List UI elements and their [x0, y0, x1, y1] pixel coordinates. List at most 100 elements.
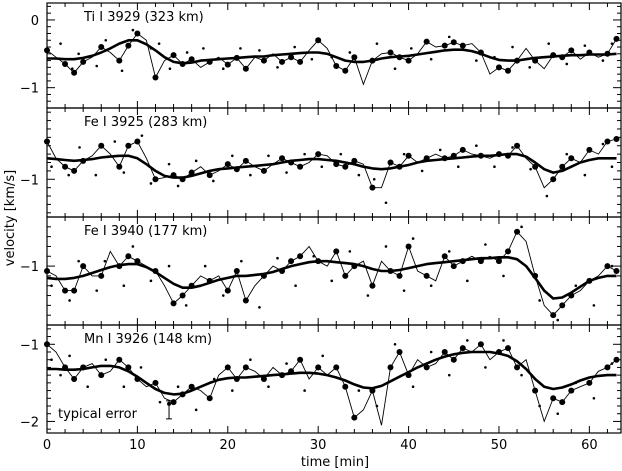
- observed-series-line: [46, 138, 617, 189]
- scatter-point: [411, 385, 415, 389]
- observed-point: [80, 58, 87, 65]
- observed-point: [532, 387, 539, 394]
- scatter-point: [50, 358, 53, 362]
- smoothed-series-line: [46, 255, 617, 300]
- observed-point: [242, 364, 249, 371]
- observed-point: [604, 263, 611, 270]
- observed-point: [333, 161, 340, 168]
- scatter-point: [357, 389, 361, 392]
- observed-point: [423, 364, 430, 371]
- observed-point: [559, 302, 566, 309]
- observed-point: [71, 287, 78, 294]
- scatter-point: [520, 225, 523, 229]
- scatter-point: [71, 67, 74, 71]
- observed-point: [288, 54, 295, 61]
- observed-point: [568, 47, 575, 54]
- observed-point: [613, 136, 620, 143]
- scatter-point: [303, 389, 306, 392]
- panel-title: Fe I 3925 (283 km): [84, 115, 207, 130]
- scatter-point: [384, 245, 388, 248]
- scatter-point: [447, 373, 451, 377]
- scatter-point: [212, 377, 216, 381]
- observed-point: [297, 356, 304, 363]
- panel-4: −1 −2 Mn I 3926 (148 km) 0 10 20 30 40 50 60 typic…: [20, 324, 622, 453]
- scatter-point: [484, 366, 487, 369]
- scatter-point: [456, 165, 460, 168]
- observed-point: [505, 248, 512, 255]
- scatter-point: [320, 165, 324, 168]
- observed-point: [260, 167, 267, 174]
- scatter-point: [131, 28, 135, 32]
- scatter-point: [475, 144, 478, 148]
- observed-point: [188, 169, 195, 176]
- observed-point: [152, 379, 159, 386]
- observed-point: [450, 263, 457, 270]
- x-tick-label: 60: [581, 438, 598, 453]
- scatter-point: [167, 264, 171, 268]
- observed-point: [170, 300, 177, 307]
- observed-point: [441, 253, 448, 260]
- observed-point: [342, 383, 349, 390]
- scatter-point: [103, 259, 107, 263]
- scatter-point: [285, 362, 288, 365]
- scatter-point: [592, 304, 596, 307]
- observed-point: [450, 39, 457, 46]
- observed-point: [134, 138, 141, 145]
- y-axis-label: velocity [km/s]: [3, 170, 18, 266]
- observed-point: [315, 37, 322, 44]
- scatter-point: [267, 154, 270, 158]
- scatter-point: [249, 173, 252, 177]
- scatter-point: [86, 385, 89, 389]
- scatter-point: [258, 306, 261, 309]
- scatter-point: [294, 284, 297, 288]
- scatter-point: [122, 385, 126, 389]
- scatter-point: [293, 45, 296, 49]
- scatter-point: [77, 52, 80, 56]
- observed-point: [559, 163, 566, 170]
- scatter-point: [67, 173, 70, 177]
- observed-point: [242, 157, 249, 164]
- scatter-point: [167, 162, 171, 166]
- observed-point: [613, 35, 620, 42]
- scatter-point: [592, 396, 596, 400]
- observed-point: [134, 258, 141, 265]
- observed-point: [279, 155, 286, 162]
- observed-point: [604, 138, 611, 145]
- observed-point: [441, 42, 448, 49]
- scatter-point: [194, 159, 198, 163]
- observed-point: [297, 58, 304, 65]
- observed-point: [495, 258, 502, 265]
- observed-point: [405, 243, 412, 250]
- scatter-point: [59, 373, 62, 377]
- scatter-point: [303, 152, 306, 156]
- observed-point: [125, 42, 132, 49]
- observed-point: [568, 155, 575, 162]
- scatter-point: [120, 69, 124, 73]
- scatter-point: [372, 177, 376, 181]
- scatter-point: [402, 152, 406, 156]
- x-tick-label: 10: [129, 438, 146, 453]
- observed-point: [441, 349, 448, 355]
- observed-point: [459, 345, 466, 352]
- observed-point: [224, 364, 231, 371]
- scatter-point: [545, 194, 549, 198]
- observed-point: [44, 138, 50, 145]
- observed-point: [477, 258, 484, 265]
- scatter-point: [59, 42, 62, 45]
- observed-point: [260, 57, 267, 64]
- observed-point: [44, 47, 50, 54]
- observed-point: [80, 263, 87, 270]
- observed-point: [369, 184, 376, 191]
- observed-point: [333, 248, 340, 255]
- scatter-point: [538, 299, 541, 302]
- scatter-point: [95, 64, 99, 68]
- observed-point: [297, 253, 304, 260]
- x-tick-label: 30: [310, 438, 327, 453]
- scatter-point: [393, 67, 397, 71]
- scatter-point: [158, 400, 162, 404]
- scatter-point: [240, 259, 243, 263]
- observed-point: [71, 167, 78, 174]
- scatter-point: [157, 42, 161, 45]
- scatter-point: [221, 67, 225, 71]
